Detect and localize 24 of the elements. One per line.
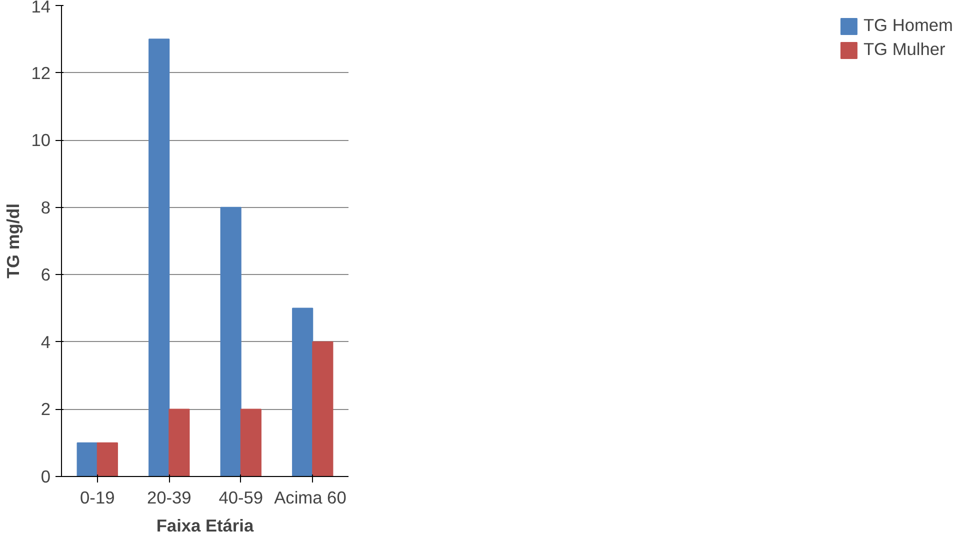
y-tick-label: 4	[40, 332, 51, 352]
bar	[96, 442, 118, 476]
bar	[148, 38, 170, 476]
y-tick-label: 6	[40, 264, 51, 285]
y-tick-label: 8	[40, 197, 51, 218]
bar	[168, 408, 190, 476]
legend-label: TG Homem	[863, 15, 953, 36]
x-tick-label: Acima 60	[274, 488, 346, 508]
x-tick-label: 40-59	[218, 488, 264, 508]
y-axis-title: TG mg/dl	[3, 203, 24, 279]
x-axis-title: Faixa Etária	[156, 516, 254, 536]
y-tick-label: 0	[40, 466, 51, 486]
legend-label: TG Mulher	[863, 39, 946, 60]
bar	[292, 308, 314, 476]
bar	[76, 442, 98, 476]
x-tick-label: 0-19	[80, 488, 115, 508]
bar	[220, 206, 242, 476]
y-tick-label: 12	[31, 62, 51, 83]
y-tick-label: 2	[40, 399, 51, 420]
bar	[240, 408, 262, 476]
bar	[312, 341, 334, 476]
y-tick-label: 10	[31, 130, 51, 150]
y-tick-label: 14	[31, 0, 51, 16]
x-tick-label: 20-39	[146, 488, 192, 508]
